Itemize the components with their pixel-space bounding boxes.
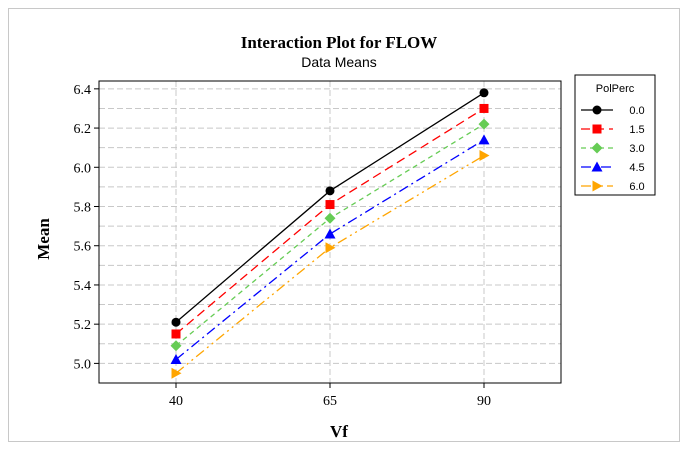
legend: PolPerc 0.0 1.5 3.0 4.5 6.0 bbox=[574, 74, 656, 196]
legend-marker bbox=[592, 180, 603, 192]
legend-box bbox=[574, 74, 656, 196]
y-tick-label: 5.2 bbox=[74, 318, 92, 333]
y-tick-label: 6.4 bbox=[74, 83, 92, 98]
y-tick-label: 5.4 bbox=[74, 279, 92, 294]
data-point bbox=[478, 134, 490, 145]
y-tick-label: 6.2 bbox=[74, 122, 92, 137]
data-point bbox=[478, 118, 490, 130]
x-tick-label: 65 bbox=[323, 394, 337, 409]
legend-marker bbox=[592, 124, 602, 134]
legend-marker bbox=[592, 105, 602, 115]
series-line bbox=[175, 139, 485, 360]
chart-title: Interaction Plot for FLOW bbox=[241, 33, 438, 52]
data-point bbox=[324, 212, 336, 224]
legend-title: PolPerc bbox=[596, 83, 635, 95]
data-point bbox=[170, 353, 182, 364]
data-point bbox=[325, 242, 336, 254]
x-axis-label: Vf bbox=[330, 422, 348, 441]
data-point bbox=[479, 88, 489, 98]
data-point bbox=[171, 367, 182, 379]
series-line bbox=[175, 154, 485, 374]
data-point bbox=[479, 103, 489, 113]
y-tick-label: 6.0 bbox=[74, 161, 92, 176]
data-point bbox=[479, 150, 490, 162]
y-axis-label: Mean bbox=[34, 218, 53, 260]
x-tick-label: 90 bbox=[477, 394, 491, 409]
chart-frame: Interaction Plot for FLOW Data Means Vf … bbox=[8, 8, 680, 442]
data-point bbox=[324, 228, 336, 239]
x-tick-label: 40 bbox=[169, 394, 183, 409]
data-point bbox=[171, 329, 181, 339]
legend-marker bbox=[591, 161, 603, 172]
plot-area: 5.0 5.2 5.4 5.6 5.8 6.0 6.2 6.4 40 65 90 bbox=[74, 80, 562, 409]
legend-label: 1.5 bbox=[629, 124, 644, 136]
data-point bbox=[171, 317, 181, 327]
chart-subtitle: Data Means bbox=[301, 54, 376, 70]
data-point bbox=[325, 200, 335, 210]
y-tick-label: 5.0 bbox=[74, 357, 92, 372]
legend-marker bbox=[591, 142, 603, 154]
interaction-plot: Interaction Plot for FLOW Data Means Vf … bbox=[34, 33, 656, 441]
y-tick-label: 5.8 bbox=[74, 201, 92, 216]
y-tick-label: 5.6 bbox=[74, 240, 92, 255]
data-point bbox=[170, 340, 182, 352]
data-point bbox=[325, 186, 335, 196]
legend-label: 0.0 bbox=[629, 105, 644, 117]
legend-label: 3.0 bbox=[629, 143, 644, 155]
legend-label: 6.0 bbox=[629, 181, 644, 193]
legend-label: 4.5 bbox=[629, 162, 644, 174]
